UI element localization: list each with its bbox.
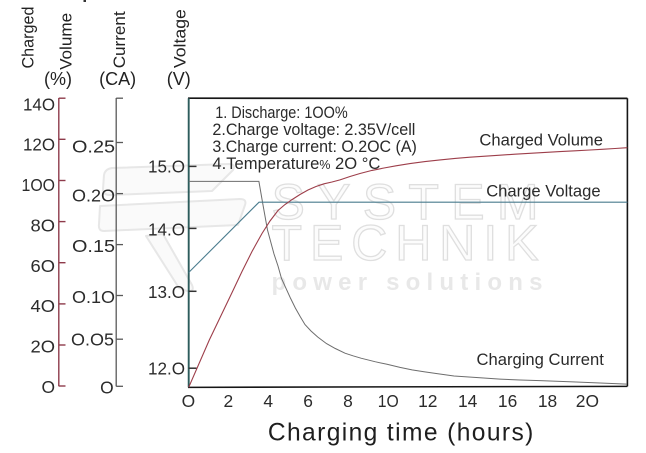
- svg-text:O.2O: O.2O: [72, 186, 115, 206]
- svg-text:O.15: O.15: [72, 236, 115, 256]
- svg-text:Volume: Volume: [58, 13, 76, 70]
- svg-text:TECHNIK: TECHNIK: [272, 215, 539, 271]
- svg-text:8: 8: [343, 391, 353, 411]
- svg-text:1O: 1O: [378, 391, 399, 411]
- svg-text:(V): (V): [167, 69, 191, 89]
- svg-text:O: O: [182, 391, 196, 411]
- svg-text:(CA): (CA): [99, 69, 136, 89]
- svg-text:2O: 2O: [31, 337, 56, 357]
- svg-text:O: O: [100, 377, 114, 397]
- svg-text:6O: 6O: [31, 256, 56, 276]
- svg-text:O.O5: O.O5: [71, 329, 114, 349]
- svg-text:14: 14: [458, 391, 478, 411]
- svg-text:Charge Voltage: Charge Voltage: [486, 182, 600, 201]
- svg-text:2O: 2O: [576, 391, 599, 411]
- svg-text:14.O: 14.O: [148, 219, 185, 239]
- svg-text:4: 4: [263, 391, 273, 411]
- svg-text:12O: 12O: [23, 135, 55, 155]
- svg-text:13.O: 13.O: [148, 282, 185, 302]
- svg-text:1OO: 1OO: [22, 175, 56, 195]
- svg-text:4.Temperature% 2O °C: 4.Temperature% 2O °C: [212, 154, 380, 173]
- svg-text:15.O: 15.O: [148, 156, 185, 176]
- svg-text:12: 12: [418, 391, 437, 411]
- svg-text:2.Charge voltage: 2.35V/cell: 2.Charge voltage: 2.35V/cell: [212, 120, 415, 139]
- svg-text:18: 18: [538, 391, 557, 411]
- svg-text:O.1O: O.1O: [72, 287, 115, 307]
- svg-text:Current: Current: [111, 11, 129, 68]
- svg-text:14O: 14O: [23, 94, 55, 114]
- svg-text:6: 6: [303, 391, 313, 411]
- svg-text:O.25: O.25: [72, 136, 115, 156]
- svg-text:Charged: Charged: [20, 7, 38, 69]
- svg-text:3.Charge current: O.2OC (A): 3.Charge current: O.2OC (A): [212, 137, 417, 156]
- svg-text:12.O: 12.O: [148, 359, 185, 379]
- svg-text:Charged Volume: Charged Volume: [479, 131, 603, 150]
- svg-text:Charging time (hours): Charging time (hours): [268, 420, 533, 447]
- svg-text:power solutions: power solutions: [272, 269, 543, 296]
- svg-text:Charging Current: Charging Current: [477, 350, 605, 369]
- svg-text:4O: 4O: [31, 296, 56, 316]
- svg-text:(%): (%): [44, 69, 72, 89]
- svg-text:16: 16: [498, 391, 517, 411]
- svg-text:2: 2: [223, 391, 233, 411]
- svg-text:Voltage: Voltage: [172, 9, 190, 68]
- svg-text:1. Discharge: 1OO%: 1. Discharge: 1OO%: [215, 103, 348, 122]
- svg-text:8O: 8O: [31, 215, 56, 235]
- svg-text:O: O: [41, 377, 55, 397]
